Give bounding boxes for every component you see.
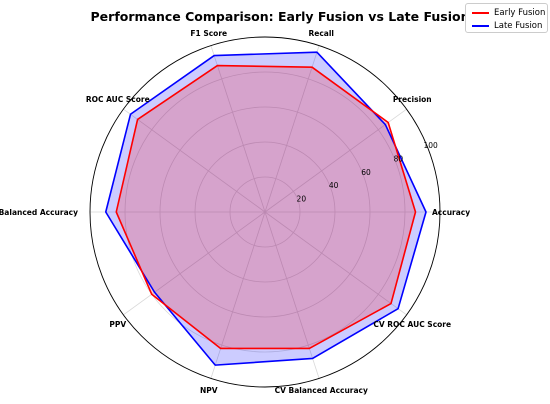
category-label-f1-score: F1 Score xyxy=(190,29,227,38)
legend-item-late-fusion: Late Fusion xyxy=(472,20,542,32)
series-layer xyxy=(104,51,427,366)
r-tick-label-100: 100 xyxy=(424,141,439,150)
spoke-cv-balanced-accuracy xyxy=(264,211,320,379)
category-label-ppv: PPV xyxy=(109,320,126,329)
grid-layer xyxy=(89,36,441,388)
legend-swatch-late-fusion xyxy=(472,25,489,27)
spoke-npv xyxy=(210,211,266,379)
r-tick-label-40: 40 xyxy=(329,181,339,190)
category-label-balanced-accuracy: Balanced Accuracy xyxy=(0,208,78,217)
label-layer: 20 40 60 80 100 Accuracy Precision Recall F1 Sco… xyxy=(0,29,470,395)
legend-item-early-fusion: Early Fusion xyxy=(472,7,545,19)
legend-label-early-fusion: Early Fusion xyxy=(494,8,546,18)
spoke-precision xyxy=(264,108,407,213)
category-label-npv: NPV xyxy=(200,386,218,395)
outer-frame xyxy=(89,36,441,388)
legend-label-late-fusion: Late Fusion xyxy=(494,21,543,31)
r-tick-label-20: 20 xyxy=(297,195,307,204)
r-tick-label-60: 60 xyxy=(361,168,371,177)
legend-swatch-early-fusion xyxy=(472,12,489,14)
r-tick-label-80: 80 xyxy=(394,154,404,163)
legend: Early Fusion Late Fusion xyxy=(465,3,548,33)
category-label-cv-roc-auc-score: CV ROC AUC Score xyxy=(373,320,451,329)
spoke-cv-roc-auc-score xyxy=(264,211,407,316)
spoke-roc-auc-score xyxy=(123,108,266,213)
category-label-roc-auc-score: ROC AUC Score xyxy=(86,95,150,104)
category-label-precision: Precision xyxy=(393,95,432,104)
spoke-f1-score xyxy=(210,45,266,213)
category-label-accuracy: Accuracy xyxy=(432,208,470,217)
chart-title: Performance Comparison: Early Fusion vs … xyxy=(91,9,470,24)
category-label-cv-balanced-accuracy: CV Balanced Accuracy xyxy=(275,386,368,395)
spoke-recall xyxy=(264,45,320,213)
spoke-ppv xyxy=(123,211,266,316)
series-fill-early-fusion xyxy=(116,65,416,349)
category-label-recall: Recall xyxy=(308,29,334,38)
series-fill-late-fusion xyxy=(105,52,426,366)
